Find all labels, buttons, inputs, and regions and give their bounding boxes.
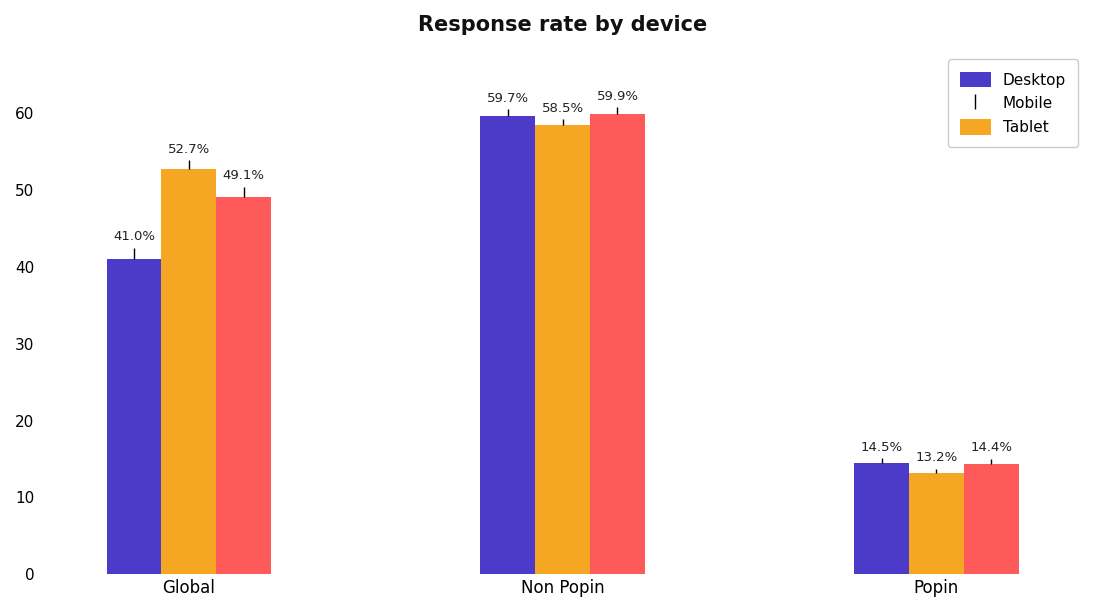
Text: 49.1%: 49.1% bbox=[222, 170, 264, 182]
Bar bbox=[480, 116, 535, 574]
Bar bbox=[854, 463, 909, 574]
Text: 59.9%: 59.9% bbox=[597, 89, 639, 103]
Text: 14.5%: 14.5% bbox=[861, 441, 903, 453]
Bar bbox=[963, 463, 1018, 574]
Text: 13.2%: 13.2% bbox=[915, 451, 958, 465]
Legend: Desktop, Mobile, Tablet: Desktop, Mobile, Tablet bbox=[948, 59, 1078, 147]
Title: Response rate by device: Response rate by device bbox=[418, 15, 707, 35]
Bar bbox=[216, 197, 271, 574]
Text: 58.5%: 58.5% bbox=[542, 102, 584, 115]
Text: 52.7%: 52.7% bbox=[167, 143, 210, 155]
Bar bbox=[535, 125, 590, 574]
Bar bbox=[107, 259, 162, 574]
Text: 41.0%: 41.0% bbox=[113, 230, 155, 243]
Bar bbox=[590, 114, 645, 574]
Text: 14.4%: 14.4% bbox=[970, 441, 1012, 454]
Bar bbox=[909, 472, 963, 574]
Bar bbox=[162, 170, 216, 574]
Text: 59.7%: 59.7% bbox=[487, 92, 528, 105]
